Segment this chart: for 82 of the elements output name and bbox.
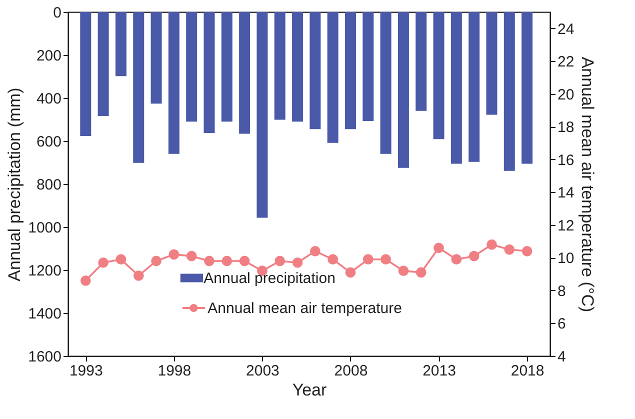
bar <box>344 12 356 130</box>
y-tick-label: 1000 <box>28 220 62 236</box>
y2-tick-label: 10 <box>558 250 574 268</box>
point <box>362 254 374 265</box>
bar <box>416 12 427 111</box>
point <box>239 256 250 266</box>
point <box>522 246 532 256</box>
y2-tick-label: 22 <box>558 54 574 71</box>
point <box>451 254 462 265</box>
bar <box>522 12 533 164</box>
point <box>133 270 144 281</box>
y2-tick-label: 16 <box>558 152 574 169</box>
point <box>222 256 232 266</box>
point <box>168 249 180 260</box>
point <box>274 256 286 266</box>
bar <box>98 12 109 116</box>
bar <box>256 12 268 218</box>
point <box>380 254 391 265</box>
legend-label: Annual precipitation <box>204 270 336 287</box>
x-tick-label: 2008 <box>334 362 368 380</box>
y-tick-label: 200 <box>36 48 62 64</box>
bar <box>221 12 232 122</box>
point <box>468 250 480 262</box>
bar <box>80 12 92 136</box>
bar <box>204 12 215 134</box>
y2-tick-label: 20 <box>558 86 574 104</box>
y2-tick-label: 8 <box>558 282 566 300</box>
bar <box>239 12 250 134</box>
point <box>116 254 126 265</box>
point <box>504 244 515 255</box>
y-tick-label: 0 <box>53 4 62 22</box>
y-tick-label: 800 <box>36 176 62 194</box>
bar <box>133 12 144 163</box>
y2-axis-title: Annual mean air temperature (°C) <box>578 56 598 312</box>
y2-tick-label: 6 <box>558 316 566 333</box>
y2-tick-label: 12 <box>558 217 574 234</box>
y-tick-label: 1200 <box>28 262 62 280</box>
y2-tick-label: 24 <box>558 20 574 38</box>
y-tick-label: 600 <box>36 134 62 150</box>
bar <box>186 12 198 122</box>
bar <box>380 12 392 154</box>
bar <box>310 12 321 130</box>
y-axis-title: Annual precipitation (mm) <box>5 88 24 282</box>
x-tick-label: 2018 <box>510 362 544 380</box>
bar <box>450 12 462 164</box>
bar <box>115 12 126 76</box>
point <box>186 250 197 262</box>
point <box>80 275 91 286</box>
point <box>151 256 162 266</box>
point <box>416 267 426 278</box>
y-tick-label: 1400 <box>28 306 62 322</box>
bar <box>486 12 498 115</box>
x-tick-label: 1998 <box>158 362 192 380</box>
point <box>328 254 338 265</box>
bar <box>504 12 515 171</box>
bar <box>362 12 374 122</box>
y-tick-label: 1600 <box>28 348 62 366</box>
bar <box>433 12 444 140</box>
point <box>398 266 409 276</box>
y2-tick-label: 4 <box>558 348 566 366</box>
y2-tick-label: 14 <box>558 184 574 202</box>
bar <box>468 12 480 162</box>
bar <box>274 12 286 120</box>
point <box>434 242 444 254</box>
bar <box>398 12 409 168</box>
x-axis-title: Year <box>292 380 328 400</box>
y-tick-label: 400 <box>36 90 62 108</box>
bar <box>150 12 162 104</box>
point <box>486 239 497 250</box>
y2-tick-label: 18 <box>558 119 574 136</box>
x-tick-label: 2013 <box>422 362 456 380</box>
legend-label: Annual mean air temperature <box>208 300 402 317</box>
point <box>292 257 303 268</box>
x-tick-label: 2003 <box>246 362 280 380</box>
point <box>310 246 320 256</box>
point <box>204 256 214 266</box>
point <box>345 267 356 278</box>
bar <box>327 12 338 143</box>
bar <box>292 12 304 122</box>
bar <box>168 12 180 154</box>
point <box>98 257 108 268</box>
x-tick-label: 1993 <box>69 362 103 380</box>
